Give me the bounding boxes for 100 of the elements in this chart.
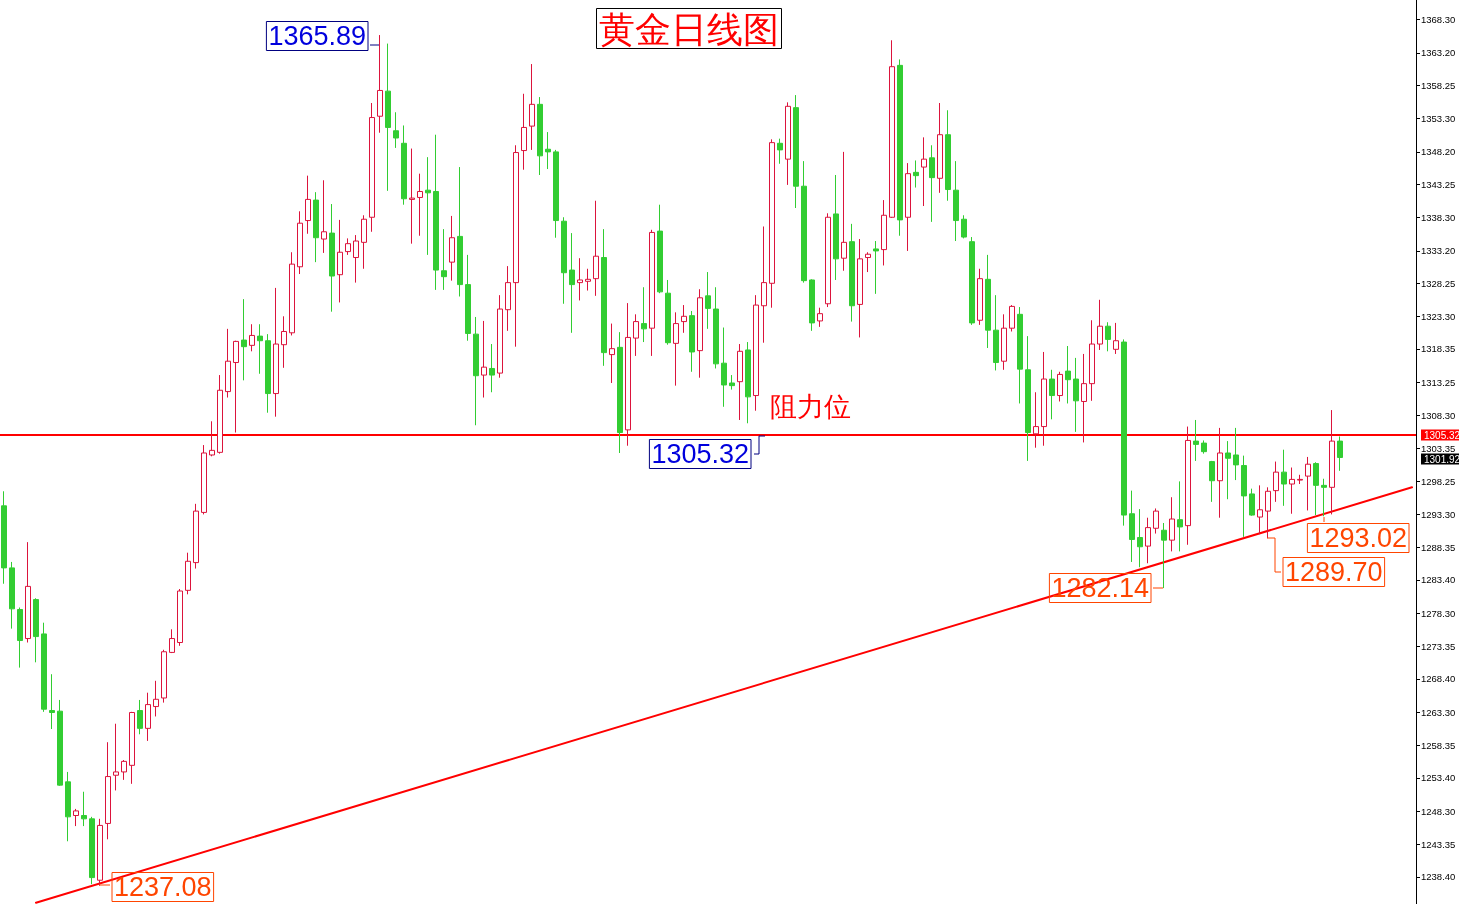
- candlestick: [401, 124, 407, 206]
- candlestick: [633, 313, 639, 357]
- y-tick-label: 1368.30: [1421, 13, 1456, 25]
- candlestick: [769, 138, 775, 309]
- candlestick: [193, 503, 199, 570]
- candlestick: [969, 236, 975, 326]
- candlestick: [281, 315, 287, 369]
- candlestick: [177, 588, 183, 647]
- candlestick: [601, 228, 607, 367]
- candlestick: [225, 328, 231, 399]
- candlestick: [1001, 313, 1007, 371]
- candlestick: [441, 228, 447, 291]
- y-tick-label: 1328.25: [1421, 278, 1456, 290]
- candlestick: [289, 251, 295, 336]
- candlestick: [1177, 480, 1183, 552]
- candlestick: [665, 279, 671, 346]
- candlestick: [545, 131, 551, 170]
- text: 1301.92: [1424, 453, 1459, 465]
- candlestick: [953, 160, 959, 242]
- candlestick: [905, 162, 911, 252]
- candlestick: [681, 304, 687, 334]
- y-tick-label: 1348.20: [1421, 146, 1456, 158]
- candlestick: [737, 343, 743, 421]
- y-tick-label: 1253.40: [1421, 772, 1456, 784]
- candlestick: [209, 420, 215, 457]
- y-tick-label: 1258.35: [1421, 739, 1456, 751]
- candlestick: [641, 286, 647, 343]
- candlestick: [1097, 299, 1103, 351]
- candlestick: [649, 229, 655, 357]
- candlestick: [377, 34, 383, 134]
- candlestick: [705, 271, 711, 330]
- candlestick: [809, 278, 815, 332]
- chart-title: 黄金日线图: [599, 8, 779, 50]
- candlestick: [993, 294, 999, 371]
- candlestick: [273, 287, 279, 418]
- candlestick: [1081, 353, 1087, 443]
- candlestick: [113, 723, 119, 791]
- candlestick: [785, 101, 791, 186]
- annotation: 1365.89: [268, 21, 366, 51]
- candlestick: [1281, 449, 1287, 507]
- candlestick: [817, 307, 823, 328]
- candlestick: [1065, 345, 1071, 404]
- y-tick-label: 1318.35: [1421, 343, 1456, 355]
- candlestick: [185, 552, 191, 595]
- candlestick: [561, 216, 567, 305]
- candlestick: [489, 343, 495, 393]
- candlestick: [625, 302, 631, 447]
- candlestick: [305, 175, 311, 235]
- candlestick: [65, 771, 71, 842]
- y-tick-label: 1358.25: [1421, 80, 1456, 92]
- y-tick-label: 1273.35: [1421, 640, 1456, 652]
- candlestick: [1217, 427, 1223, 519]
- candlestick: [881, 199, 887, 266]
- candlestick: [849, 223, 855, 323]
- candlestick: [449, 215, 455, 282]
- candlestick: [233, 340, 239, 434]
- candlestick: [1121, 338, 1127, 527]
- candlestick: [481, 320, 487, 399]
- candlestick: [1089, 319, 1095, 402]
- candlestick: [1113, 322, 1119, 355]
- candlestick: [793, 94, 799, 209]
- candlestick: [713, 286, 719, 369]
- candlestick: [49, 673, 55, 730]
- candlestick: [937, 102, 943, 194]
- candlestick: [961, 214, 967, 239]
- candlestick: [73, 808, 79, 827]
- candlestick: [137, 699, 143, 735]
- y-tick-label: 1333.20: [1421, 245, 1456, 257]
- y-tick-label: 1283.40: [1421, 574, 1456, 586]
- candlestick: [1233, 427, 1239, 481]
- candlestick: [417, 173, 423, 237]
- candlestick: [321, 179, 327, 254]
- candlestick: [1, 490, 7, 585]
- candlestick: [1057, 371, 1063, 402]
- candlestick: [585, 268, 591, 292]
- candlestick: [257, 323, 263, 375]
- candlestick: [249, 323, 255, 352]
- candlestick: [1169, 496, 1175, 552]
- candlestick: [1105, 321, 1111, 352]
- ref-line-label: 阻力位: [770, 391, 852, 423]
- annotation: 1305.32: [651, 439, 749, 469]
- y-tick-label: 1278.30: [1421, 607, 1456, 619]
- candlestick: [841, 151, 847, 272]
- candlestick: [833, 174, 839, 281]
- candlestick: [1073, 357, 1079, 433]
- candlestick: [721, 327, 727, 408]
- candlestick: [217, 374, 223, 455]
- candlestick: [337, 219, 343, 303]
- candlestick: [33, 597, 39, 663]
- y-tick-label: 1338.30: [1421, 211, 1456, 223]
- candlestick: [1153, 507, 1159, 535]
- candlestick: [1225, 440, 1231, 500]
- candlestick: [353, 234, 359, 284]
- candlestick: [425, 156, 431, 256]
- candlestick: [761, 226, 767, 344]
- candlestick: [505, 265, 511, 332]
- candlestick: [105, 741, 111, 840]
- candlestick: [1337, 435, 1343, 472]
- candlestick: [1129, 490, 1135, 563]
- candlestick: [1249, 488, 1255, 517]
